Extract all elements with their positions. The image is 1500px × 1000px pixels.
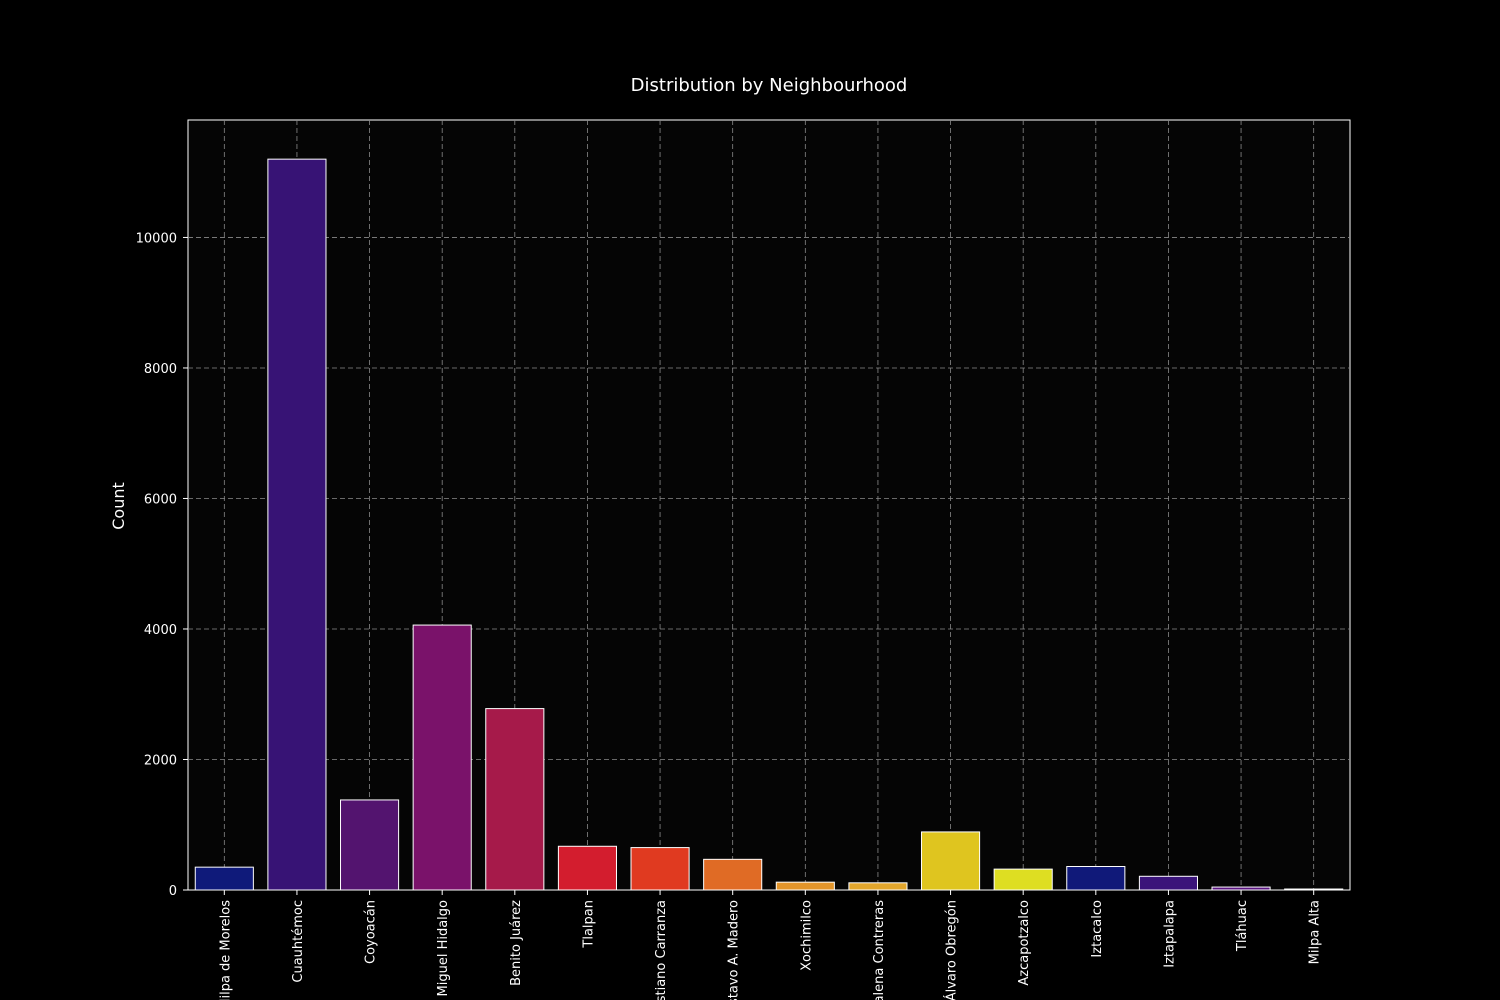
x-tick-label: Iztapalapa bbox=[1162, 900, 1177, 968]
bar bbox=[703, 858, 763, 891]
y-tick-label: 2000 bbox=[144, 753, 177, 768]
x-tick-label: Azcapotzalco bbox=[1017, 900, 1032, 986]
x-tick-label: Xochimilco bbox=[799, 900, 814, 971]
y-axis-ticks: 0 2000 4000 6000 8000 10000 bbox=[136, 231, 188, 899]
bar bbox=[1138, 875, 1198, 891]
y-tick-label: 4000 bbox=[144, 623, 177, 638]
x-tick-label: Venustiano Carranza bbox=[654, 900, 669, 1000]
x-tick-label: Iztacalco bbox=[1090, 900, 1105, 958]
bar bbox=[921, 831, 981, 891]
bars bbox=[194, 158, 1344, 891]
chart-title: Distribution by Neighbourhood bbox=[631, 75, 908, 96]
bar bbox=[775, 881, 835, 891]
y-tick-label: 6000 bbox=[144, 492, 177, 507]
x-tick-label: Magdalena Contreras bbox=[872, 900, 887, 1000]
x-tick-label: Coyoacán bbox=[364, 900, 379, 964]
x-tick-label: Milpa Alta bbox=[1308, 900, 1323, 964]
bar bbox=[993, 868, 1053, 891]
bar bbox=[1284, 888, 1344, 891]
bar bbox=[630, 847, 690, 891]
bar bbox=[194, 866, 254, 891]
plot-frame bbox=[187, 119, 1351, 891]
y-tick-label: 0 bbox=[169, 884, 177, 899]
bar bbox=[267, 158, 327, 891]
bar bbox=[340, 799, 400, 891]
y-tick-label: 10000 bbox=[136, 231, 177, 246]
x-tick-label: Milpa de Morelos bbox=[218, 900, 233, 1000]
x-tick-label: Álvaro Obregón bbox=[944, 900, 960, 1000]
bar bbox=[412, 624, 472, 891]
y-tick-label: 8000 bbox=[144, 362, 177, 377]
x-tick-label: Benito Juárez bbox=[509, 900, 524, 986]
x-tick-label: Cuauhtémoc bbox=[291, 900, 306, 983]
y-axis-label: Count bbox=[109, 482, 128, 530]
plot-area bbox=[187, 119, 1351, 891]
bar bbox=[1211, 886, 1271, 891]
x-axis-ticks: Milpa de Morelos Cuauhtémoc Coyoacán Miguel… bbox=[218, 890, 1323, 1000]
grid-lines bbox=[188, 120, 1350, 890]
bar bbox=[848, 882, 908, 891]
bar bbox=[485, 708, 545, 891]
x-tick-label: Tláhuac bbox=[1235, 900, 1250, 952]
x-tick-label: Miguel Hidalgo bbox=[436, 900, 451, 997]
x-tick-label: Gustavo A. Madero bbox=[727, 900, 742, 1000]
x-tick-label: Tlalpan bbox=[581, 900, 596, 949]
bar bbox=[1066, 866, 1126, 891]
bar bbox=[557, 845, 617, 891]
